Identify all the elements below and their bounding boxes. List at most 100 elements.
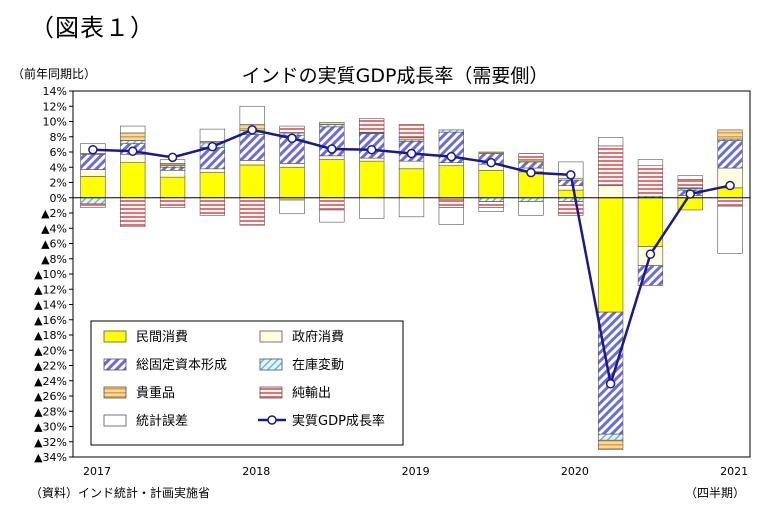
gdp-point (406, 148, 417, 159)
bar-gfcf (717, 140, 743, 169)
y-tick-label: ▲28% (34, 405, 67, 418)
bar-err (199, 128, 226, 142)
legend-swatch-val (103, 386, 127, 399)
y-tick-label: ▲14% (34, 299, 67, 312)
bar-val (717, 129, 743, 140)
bar-pc (319, 159, 345, 199)
bar-pc (279, 166, 305, 199)
gdp-line-series (88, 125, 735, 389)
bar-nx (637, 165, 664, 197)
bar-nx (597, 145, 624, 186)
bar-gfcf (80, 153, 106, 170)
y-tick-label: ▲6% (41, 238, 67, 251)
bar-err (717, 205, 743, 254)
chart-title: インドの実質GDP成長率（需要側） (242, 65, 549, 87)
bar-gc (438, 162, 464, 167)
bar-val (518, 159, 544, 163)
x-year-label: 2017 (83, 465, 111, 478)
bar-nx (199, 197, 226, 216)
legend-label-err: 統計誤差 (136, 413, 188, 429)
bar-pc (398, 168, 425, 199)
bar-pc (478, 170, 504, 199)
y-tick-label: ▲18% (34, 329, 67, 342)
bar-val (319, 121, 345, 125)
legend-swatch-nx (259, 386, 283, 399)
bar-inv (80, 197, 106, 205)
legend-swatch-gc (259, 330, 283, 343)
bar-err (438, 207, 464, 225)
gdp-point (685, 189, 696, 199)
bar-err (239, 105, 265, 125)
y-tick-label: ▲10% (34, 268, 67, 281)
gdp-point (127, 146, 138, 156)
y-tick-label: ▲12% (34, 283, 67, 296)
y-tick-label: 6% (50, 146, 67, 159)
bar-val (478, 151, 504, 154)
bar-inv (319, 124, 345, 128)
y-tick-label: 2% (50, 177, 67, 190)
gdp-point (446, 151, 457, 162)
bar-nx (239, 197, 265, 226)
bar-nx (279, 125, 305, 134)
legend-swatch-gdp-marker (267, 415, 277, 425)
bar-nx (398, 124, 425, 138)
bar-gc (159, 170, 186, 178)
bar-gc (319, 155, 345, 160)
bar-gc (359, 157, 385, 162)
legend-label-gfcf: 総固定資本形成 (136, 358, 227, 373)
y-tick-label: ▲30% (34, 421, 67, 434)
bar-gc (80, 169, 106, 177)
gdp-point (287, 133, 297, 144)
y-tick-label: 8% (50, 131, 67, 144)
bar-gc (199, 168, 226, 173)
legend-label-pc: 民間消費 (136, 330, 188, 345)
gdp-point (247, 125, 257, 135)
y-tick-label: 14% (43, 85, 67, 98)
period-note: （四半期） (685, 486, 745, 500)
y-tick-label: ▲26% (34, 390, 67, 403)
legend-label-inv: 在庫変動 (292, 357, 344, 373)
bar-inv (558, 197, 584, 202)
bar-pc (558, 189, 584, 199)
gdp-point (526, 167, 536, 178)
y-tick-label: ▲8% (41, 253, 67, 266)
bar-pc (438, 165, 464, 199)
bar-inv (120, 140, 146, 144)
y-tick-label: ▲2% (41, 207, 67, 220)
y-tick-label: 10% (43, 116, 67, 129)
x-axis-labels: 2017 2018 2019 2020 2021 (83, 465, 748, 478)
bar-err (319, 209, 345, 223)
bar-val (159, 163, 186, 167)
bar-gfcf (518, 161, 544, 169)
x-year-label: 2019 (402, 465, 430, 478)
bar-inv (597, 433, 624, 441)
gdp-point (207, 141, 218, 152)
bar-nx (438, 198, 464, 208)
bar-pc (159, 176, 186, 199)
y-axis-label: （前年同期比） (12, 66, 96, 81)
bar-gfcf (159, 166, 186, 171)
y-tick-label: ▲4% (41, 222, 67, 235)
legend-label-nx: 純輸出 (292, 386, 331, 401)
bar-gfcf (597, 311, 624, 435)
bar-gfcf (239, 134, 265, 161)
gdp-point (366, 144, 377, 155)
y-tick-label: 4% (50, 161, 67, 174)
y-tick-label: ▲24% (34, 375, 67, 388)
bar-inv (438, 129, 464, 133)
bar-nx (120, 197, 146, 228)
bar-inv (478, 197, 504, 202)
legend-label-val: 貴重品 (136, 385, 175, 401)
gdp-point (725, 180, 735, 191)
bar-pc (239, 164, 265, 199)
bar-nx (80, 203, 106, 208)
gdp-point (645, 249, 656, 259)
legend-swatch-gfcf (103, 358, 127, 371)
y-tick-label: 0% (50, 192, 67, 205)
bar-err (597, 137, 624, 147)
bar-nx (319, 197, 345, 211)
bar-err (279, 199, 305, 215)
y-axis: 14% 12% 10% 8% 6% 4% 2% 0% ▲2% ▲4% ▲6% ▲8% ▲10% ▲12% ▲… (34, 85, 73, 464)
bar-err (359, 197, 385, 219)
